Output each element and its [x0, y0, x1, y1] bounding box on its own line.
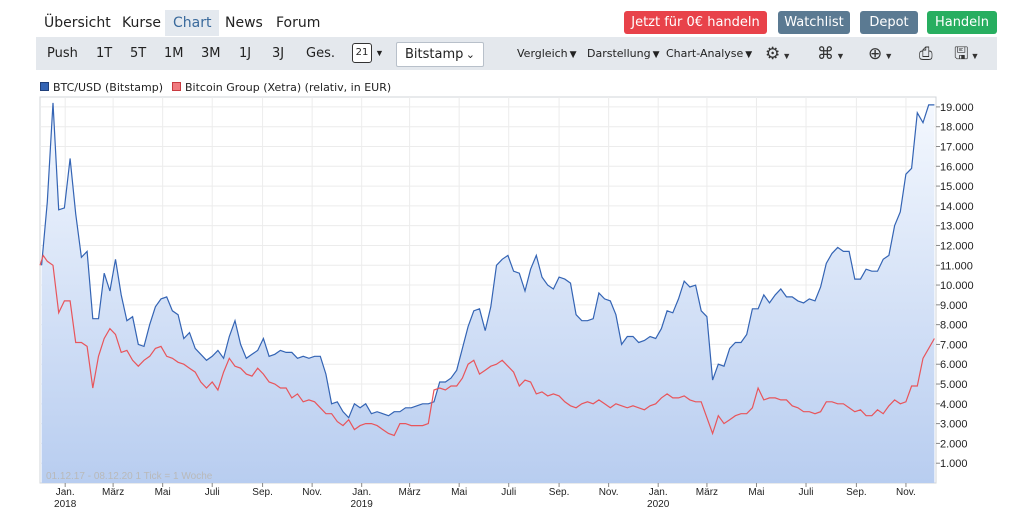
tab-quotes[interactable]: Kurse [122, 15, 162, 31]
period-1t[interactable]: 1T [96, 46, 113, 61]
floppy-disk-icon[interactable]: 🖫 ▼ [954, 44, 980, 63]
period-1j[interactable]: 1J [239, 46, 252, 61]
toolbar-right: Vergleich ▼ Darstellung ▼ Chart-Analyse ▼ ⚙… [36, 37, 997, 70]
legend-label-bitcoin-group: Bitcoin Group (Xetra) (relativ, in EUR) [185, 81, 392, 94]
legend-bitcoin-group: Bitcoin Group (Xetra) (relativ, in EUR) [172, 81, 391, 94]
watchlist-button[interactable]: Watchlist [778, 11, 850, 34]
exchange-select-value: Bitstamp [405, 47, 464, 62]
y-tick-label: 7.000 [940, 339, 968, 351]
y-tick-label: 14.000 [940, 201, 974, 213]
y-tick-label: 4.000 [940, 399, 968, 411]
x-tick-label: Mai [748, 487, 764, 498]
chevron-down-icon: ⌄ [465, 48, 475, 61]
x-tick-label: Nov. [599, 487, 619, 498]
date-range-label: 01.12.17 - 08.12.20 1 Tick = 1 Woche [46, 471, 213, 482]
y-tick-label: 18.000 [940, 122, 974, 134]
x-year-label: 2020 [647, 499, 670, 510]
caret-down-icon: ▼ [782, 51, 792, 61]
y-tick-label: 8.000 [940, 320, 968, 332]
y-tick-label: 11.000 [940, 260, 973, 272]
legend-swatch-bitcoin-group [172, 82, 181, 91]
legend-btc: BTC/USD (Bitstamp) [40, 81, 163, 94]
y-tick-label: 10.000 [940, 280, 974, 292]
period-3m[interactable]: 3M [201, 46, 221, 61]
x-tick-label: Nov. [302, 487, 322, 498]
x-tick-label: März [696, 487, 718, 498]
display-menu[interactable]: Darstellung ▼ [587, 37, 660, 70]
x-tick-label: Nov. [896, 487, 916, 498]
y-tick-label: 5.000 [940, 379, 968, 391]
zoom-in-icon[interactable]: ⊕ ▼ [868, 44, 894, 63]
compare-menu-label: Vergleich [517, 47, 568, 60]
x-tick-label: März [102, 487, 124, 498]
x-tick-label: Mai [451, 487, 467, 498]
chart-analysis-menu-label: Chart-Analyse [666, 47, 744, 60]
tab-news[interactable]: News [225, 15, 263, 31]
caret-down-icon: ▼ [652, 50, 660, 60]
chart-analysis-menu[interactable]: Chart-Analyse ▼ [666, 37, 752, 70]
tab-overview[interactable]: Übersicht [44, 15, 111, 31]
y-tick-label: 16.000 [940, 161, 974, 173]
y-tick-label: 13.000 [940, 221, 974, 233]
compare-menu[interactable]: Vergleich ▼ [517, 37, 577, 70]
x-tick-label: Jan. [56, 487, 75, 498]
display-menu-label: Darstellung [587, 47, 651, 60]
network-icon[interactable]: ⌘ ▼ [817, 44, 845, 63]
trade-free-button[interactable]: Jetzt für 0€ handeln [624, 11, 767, 34]
y-tick-label: 15.000 [940, 181, 974, 193]
y-tick-label: 6.000 [940, 359, 968, 371]
x-tick-label: März [398, 487, 420, 498]
exchange-select[interactable]: Bitstamp ⌄ [396, 42, 484, 67]
printer-icon[interactable]: ⎙ [919, 44, 933, 63]
x-tick-label: Juli [799, 487, 814, 498]
y-tick-label: 12.000 [940, 240, 974, 252]
caret-down-icon: ▼ [970, 51, 980, 61]
tab-forum[interactable]: Forum [276, 15, 321, 31]
caret-down-icon: ▼ [745, 50, 753, 60]
caret-down-icon: ▼ [569, 50, 577, 60]
trade-button[interactable]: Handeln [927, 11, 997, 34]
x-tick-label: Jan. [649, 487, 668, 498]
period-push[interactable]: Push [47, 46, 78, 61]
calendar-caret-icon: ▼ [375, 48, 384, 58]
x-tick-label: Mai [155, 487, 171, 498]
period-1m[interactable]: 1M [164, 46, 184, 61]
bitcoin-group-line [39, 254, 935, 437]
caret-down-icon: ▼ [884, 51, 894, 61]
legend-label-btc: BTC/USD (Bitstamp) [53, 81, 163, 94]
x-tick-label: Juli [501, 487, 516, 498]
y-tick-label: 17.000 [940, 141, 974, 153]
x-tick-label: Juli [205, 487, 220, 498]
x-tick-label: Sep. [549, 487, 570, 498]
x-year-label: 2018 [54, 499, 77, 510]
y-tick-label: 19.000 [940, 102, 974, 114]
x-tick-label: Sep. [252, 487, 273, 498]
calendar-icon[interactable]: 21 [352, 43, 372, 63]
btc-area [41, 102, 935, 484]
x-year-label: 2019 [351, 499, 374, 510]
tab-chart[interactable]: Chart [165, 10, 220, 36]
y-tick-label: 2.000 [940, 438, 968, 450]
x-tick-label: Sep. [846, 487, 867, 498]
top-navigation: Übersicht Kurse Chart News Forum Jetzt f… [0, 0, 1023, 36]
x-tick-label: Jan. [352, 487, 371, 498]
period-all[interactable]: Ges. [306, 46, 335, 61]
period-5t[interactable]: 5T [130, 46, 147, 61]
gear-icon[interactable]: ⚙ ▼ [765, 44, 792, 63]
y-tick-label: 9.000 [940, 300, 968, 312]
caret-down-icon: ▼ [836, 51, 845, 61]
period-3j[interactable]: 3J [272, 46, 285, 61]
y-tick-label: 1.000 [940, 458, 968, 470]
calendar-day: 21 [355, 47, 369, 58]
btc-line [41, 102, 935, 419]
y-tick-label: 3.000 [940, 419, 968, 431]
legend-swatch-btc [40, 82, 49, 91]
depot-button[interactable]: Depot [860, 11, 918, 34]
chart-toolbar: Push 1T 5T 1M 3M 1J 3J Ges. 21 ▼ [36, 37, 997, 70]
